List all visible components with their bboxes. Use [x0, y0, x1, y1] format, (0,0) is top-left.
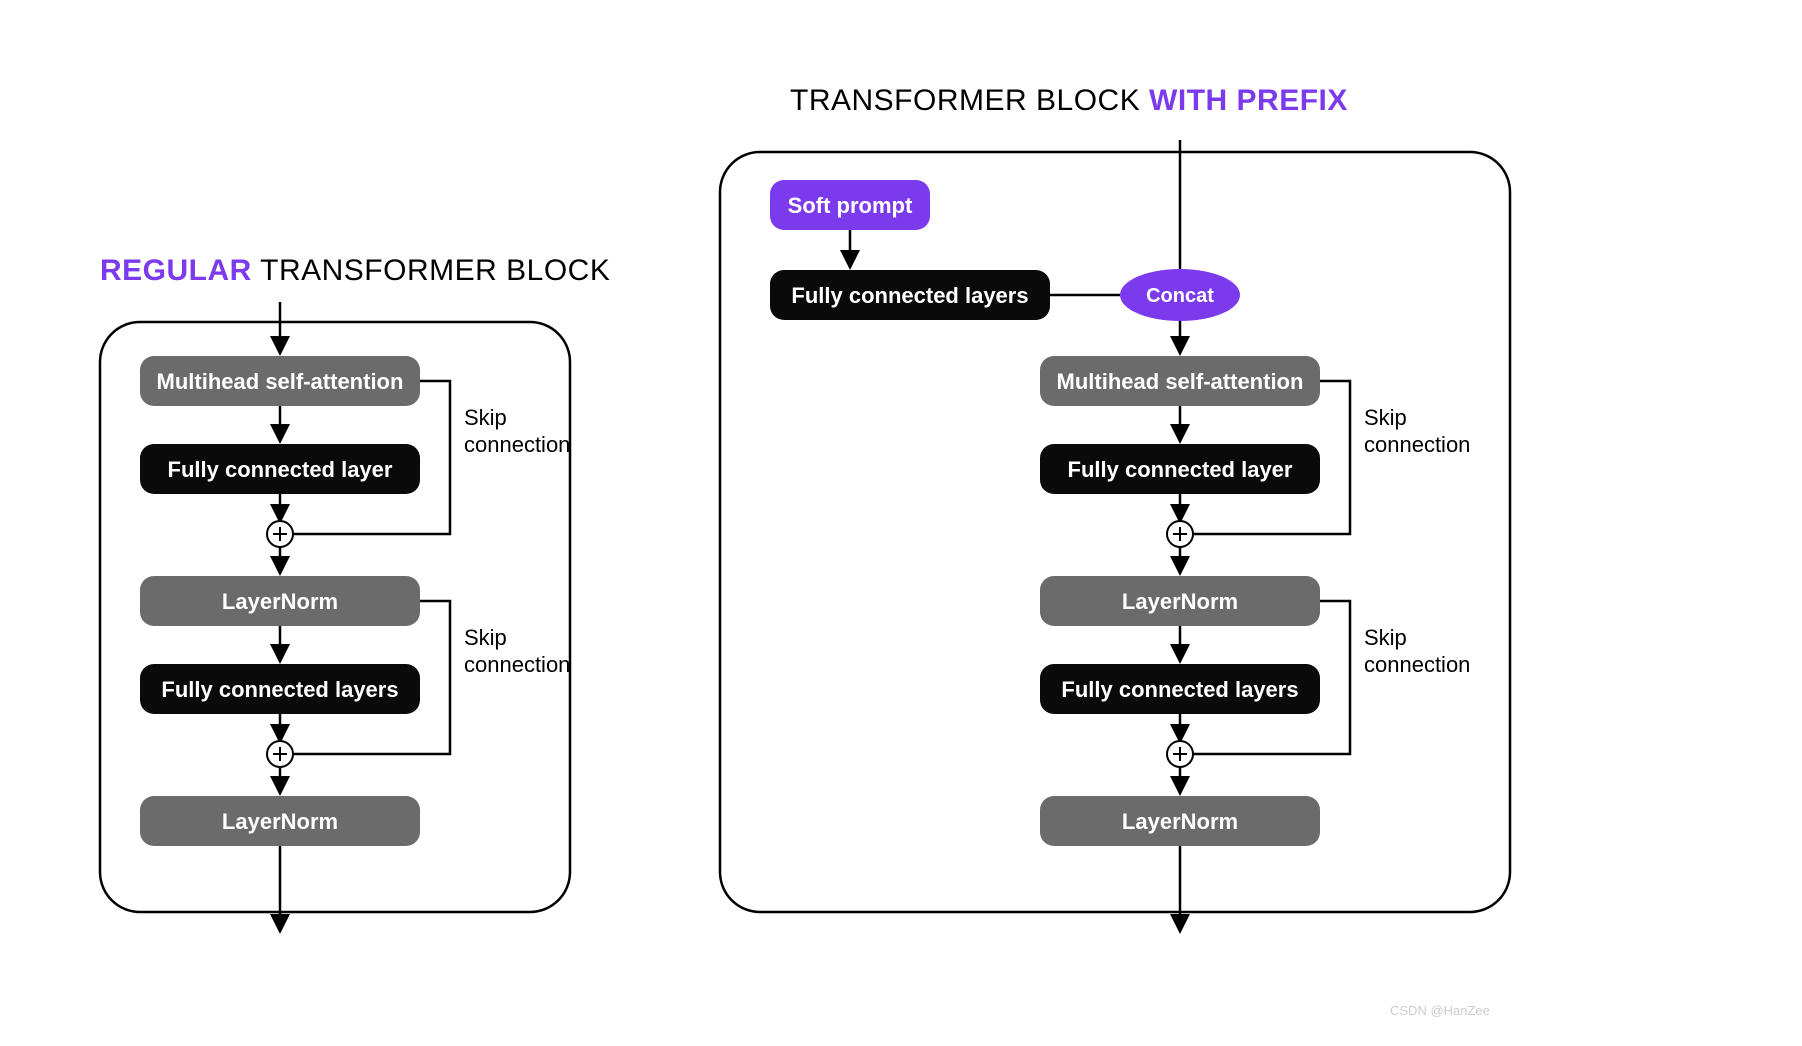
right-ln2-label: LayerNorm — [1122, 809, 1238, 834]
right-title: Transformer block with Prefix — [790, 84, 1348, 117]
right-fc1-label: Fully connected layer — [1068, 457, 1293, 482]
left-skip1-label2: connection — [464, 432, 570, 457]
soft-prompt-label: Soft prompt — [788, 193, 913, 218]
left-block: Multihead self-attention Fully connected… — [140, 302, 570, 930]
left-ln2-label: LayerNorm — [222, 809, 338, 834]
right-block: Soft prompt Fully connected layers Conca… — [770, 140, 1470, 930]
left-title: Regular Transformer block — [100, 254, 610, 287]
left-title-accent: Regular — [100, 254, 252, 287]
left-skip1-label1: Skip — [464, 405, 507, 430]
right-skip2-label1: Skip — [1364, 625, 1407, 650]
left-mha-label: Multihead self-attention — [157, 369, 404, 394]
concat-label: Concat — [1146, 285, 1214, 307]
diagram-canvas: Regular Transformer block Transformer bl… — [0, 0, 1802, 1046]
right-title-main: Transformer block — [790, 84, 1149, 117]
fc-prefix-label: Fully connected layers — [791, 283, 1028, 308]
right-skip1-label2: connection — [1364, 432, 1470, 457]
left-skip2-label2: connection — [464, 652, 570, 677]
right-title-accent: with Prefix — [1149, 84, 1348, 117]
left-fc2-label: Fully connected layers — [161, 677, 398, 702]
left-title-main: Transformer block — [252, 254, 611, 287]
left-ln1-label: LayerNorm — [222, 589, 338, 614]
right-mha-label: Multihead self-attention — [1057, 369, 1304, 394]
left-skip2-label1: Skip — [464, 625, 507, 650]
right-fc2-label: Fully connected layers — [1061, 677, 1298, 702]
watermark-text: CSDN @HanZee — [1390, 1003, 1490, 1018]
right-skip2-label2: connection — [1364, 652, 1470, 677]
right-ln1-label: LayerNorm — [1122, 589, 1238, 614]
right-skip1-label1: Skip — [1364, 405, 1407, 430]
left-fc1-label: Fully connected layer — [168, 457, 393, 482]
